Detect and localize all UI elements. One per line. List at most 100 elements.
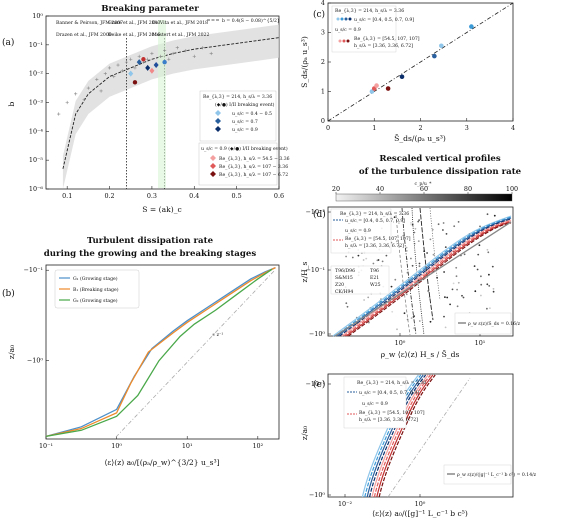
panel-d-fit: ρ_w ε(z)/S_ds = 0.16/z <box>454 312 521 335</box>
a-breaking-point <box>136 59 142 66</box>
c-point <box>439 43 444 49</box>
panel-b-frame <box>45 264 280 440</box>
a-ytick-label: 10⁻⁶ <box>29 185 44 193</box>
panel-d-colorbar <box>335 193 513 202</box>
a-grey-point <box>82 98 86 102</box>
e-legend-3: u_s/c = 0.9 <box>362 401 388 407</box>
d-field-dot <box>395 240 398 243</box>
c-legend-5: h_s/λ = [3.36, 3.36, 6.72] <box>354 43 413 49</box>
d-field-dot <box>405 293 408 296</box>
panel-a: Breaking parameter (a) 0.1 0.2 0.3 0.4 0.5 0.… <box>2 4 290 214</box>
d-data-ref: Z20 <box>335 282 344 288</box>
panel-a-colored-points <box>128 57 167 85</box>
d-field-dot <box>452 282 455 285</box>
legend-diamond-5 <box>210 163 216 169</box>
panel-d-colorbar-label: c_p/u_* <box>415 181 433 187</box>
b-xtick-label: 10¹ <box>182 442 193 450</box>
ref-grare: Grare et al., JFM 2013 <box>108 20 161 26</box>
panel-c-ylabel: S_ds/(ρₐ u_s³) <box>300 36 309 88</box>
d-profile-line <box>339 218 512 337</box>
d-xtick-label: 10⁰ <box>395 339 406 347</box>
d-field-dot <box>446 296 449 299</box>
a-xtick-label: 0.2 <box>104 192 114 200</box>
a-ytick-label: 10⁻¹ <box>29 41 44 49</box>
d-field-dot <box>390 285 393 288</box>
a-grey-point <box>150 51 154 56</box>
panel-e: (e) −10⁻¹ −10⁰ 10⁻² 10⁰ Re_{λ,3} = 214, h_s… <box>300 373 537 518</box>
panel-c-points <box>369 24 474 94</box>
d-field-dot <box>362 259 365 261</box>
a-ytick-label: 10⁻² <box>29 70 44 78</box>
panel-a-references: Banner & Peirson, JFM 2007 Drazen et al.… <box>56 20 209 38</box>
d-data-ref: CK/H94 <box>335 289 353 295</box>
d-data-ref: S&M15 <box>335 275 353 281</box>
d-legend-2: u_s/c = [0.4, 0.5, 0.7, 0.9] <box>345 218 405 224</box>
d-field-dot <box>456 288 458 291</box>
e-profile-line <box>376 374 434 498</box>
legend-bottom-line-3: Re_{λ,3}, h_s/λ = 107 − 3.36 <box>219 164 288 170</box>
d-field-dot <box>405 246 408 249</box>
c-ytick-label: 3 <box>321 29 325 37</box>
panel-e-letter: (e) <box>313 379 325 390</box>
d-field-dot <box>488 285 491 287</box>
d-profile-line <box>341 219 512 337</box>
c-legend-3: u_s/c = 0.9 <box>335 27 361 33</box>
panel-e-xlabel: ⟨ε⟩(z) a₀/([g]⁻¹ L_c⁻¹ b c⁵) <box>372 509 468 518</box>
legend-diamond-4 <box>210 155 216 161</box>
e-ytick-label: −10⁻¹ <box>306 380 326 388</box>
d-field-dot <box>486 307 488 310</box>
panel-d-ticks: −10⁻² −10⁻¹ −10⁰ 10⁰ 10¹ <box>306 208 486 347</box>
d-field-dot <box>429 238 432 241</box>
d-field-dot <box>377 259 380 261</box>
a-grey-point <box>112 74 116 79</box>
panel-a-xlabel: S = (ak)_c <box>142 205 182 214</box>
legend-b1: B₁ (Breaking stage) <box>73 286 119 293</box>
d-field-dot <box>431 228 434 231</box>
d-field-dot <box>372 262 375 265</box>
a-grey-point <box>116 63 120 67</box>
legend-g1: G₁ (Growing stage) <box>73 275 118 282</box>
panel-e-fit: ρ_w ε(z)/(|g|⁻¹ L_c⁻¹ b c⁵) = 0.14/z <box>443 464 537 485</box>
a-grey-point <box>192 54 196 58</box>
d-profile-line <box>345 221 512 337</box>
d-field-dot <box>443 271 445 273</box>
legend-bottom-line-4: Re_{λ,3}, h_s/λ = 107 − 6.72 <box>219 172 288 178</box>
d-field-dot <box>426 252 428 254</box>
d-profile-line <box>343 220 512 337</box>
d-field-dot <box>406 250 408 252</box>
a-grey-point <box>129 57 133 61</box>
e-fit-line <box>387 377 471 498</box>
e-legend-1: Re_{λ,3} = 214, h_s/λ = 3.36 <box>357 380 426 386</box>
a-grey-point <box>163 49 167 53</box>
legend-diamond-2 <box>215 118 221 124</box>
legend-diamond-3 <box>215 126 221 132</box>
a-ytick-label: 10⁰ <box>32 12 43 20</box>
d-field-dot <box>445 233 448 235</box>
legend-diamond-6 <box>210 171 216 177</box>
d-cbar-label: 20 <box>332 185 340 193</box>
panel-d-frame <box>327 206 514 337</box>
d-legend-3: u_s/c = 0.9 <box>345 228 371 234</box>
d-field-dot <box>461 294 463 297</box>
d-field-dot <box>449 303 451 306</box>
d-field-dot <box>411 264 414 267</box>
d-field-dot <box>403 312 406 315</box>
panel-b-xlabel: ⟨ε⟩(z) a₀/[(ρₐ/ρ_w)^{3/2} u_s³] <box>104 458 219 467</box>
d-field-dot <box>417 220 420 223</box>
panel-b-ylabel: z/a₀ <box>7 345 16 359</box>
c-point <box>385 86 391 91</box>
d-field-dot <box>486 248 489 251</box>
a-grey-point <box>201 46 205 50</box>
d-field-dot <box>410 223 413 226</box>
d-field-dot <box>492 288 495 290</box>
d-field-dot <box>432 253 435 256</box>
c-legend-1: Re_{λ,3} = 214, h_s/λ = 3.36 <box>335 8 404 14</box>
d-field-dot <box>451 288 454 291</box>
a-breaking-point <box>132 80 138 85</box>
d-field-dot <box>486 283 489 286</box>
panel-c-xlabel: S̄_ds/(ρₐ u_s³) <box>394 134 446 143</box>
a-grey-point <box>184 49 188 53</box>
c-point <box>432 53 437 59</box>
a-xtick-label: 0.3 <box>147 192 157 200</box>
